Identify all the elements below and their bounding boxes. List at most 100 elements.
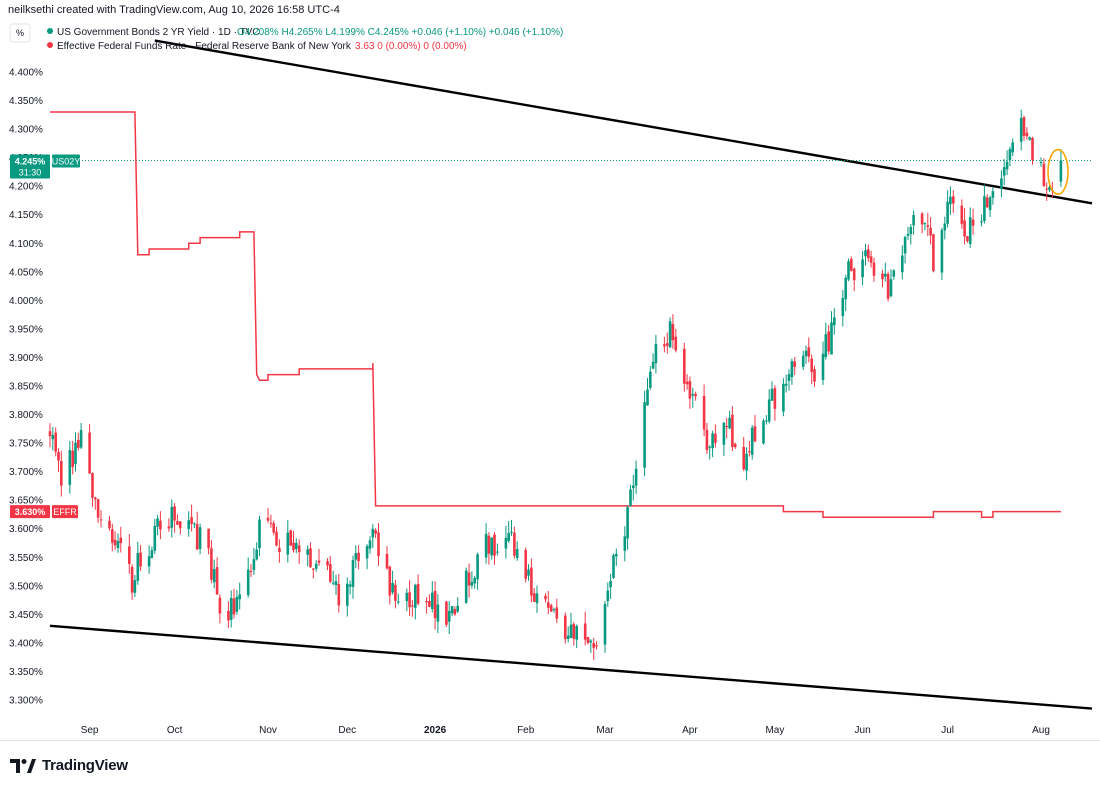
candle[interactable]: [507, 521, 510, 543]
candle[interactable]: [629, 484, 632, 507]
candle[interactable]: [255, 542, 258, 561]
candle[interactable]: [289, 529, 292, 546]
legend-effr-name[interactable]: Effective Federal Funds Rate · Federal R…: [57, 41, 352, 52]
candle[interactable]: [830, 311, 833, 355]
candle[interactable]: [156, 514, 159, 536]
candle[interactable]: [493, 532, 496, 565]
candle[interactable]: [864, 243, 867, 266]
candle[interactable]: [133, 575, 137, 597]
candle[interactable]: [337, 573, 341, 613]
candle[interactable]: [722, 422, 726, 457]
candle[interactable]: [850, 256, 853, 272]
candle[interactable]: [586, 636, 590, 645]
candle[interactable]: [821, 341, 825, 385]
candle[interactable]: [643, 390, 646, 476]
candle[interactable]: [889, 269, 893, 298]
candle[interactable]: [269, 514, 273, 528]
candle[interactable]: [212, 559, 216, 589]
candle[interactable]: [852, 267, 856, 292]
candle[interactable]: [113, 531, 117, 550]
candle[interactable]: [685, 374, 689, 390]
candle[interactable]: [368, 536, 372, 554]
candle[interactable]: [79, 422, 83, 450]
candle[interactable]: [943, 216, 947, 240]
candle[interactable]: [782, 378, 785, 417]
candle[interactable]: [909, 224, 913, 245]
candle[interactable]: [708, 445, 711, 460]
candle[interactable]: [623, 526, 627, 562]
candle[interactable]: [167, 518, 171, 532]
candles-layer[interactable]: [48, 109, 1063, 660]
candle[interactable]: [385, 546, 389, 570]
candle[interactable]: [48, 423, 52, 448]
candle[interactable]: [128, 534, 131, 574]
candle[interactable]: [476, 552, 479, 590]
legend[interactable]: % US Government Bonds 2 YR Yield · 1D · …: [9, 23, 563, 52]
candle[interactable]: [94, 496, 97, 510]
candle[interactable]: [683, 342, 686, 392]
candle[interactable]: [1039, 157, 1043, 167]
candle[interactable]: [547, 590, 550, 615]
candle[interactable]: [912, 210, 915, 235]
candle[interactable]: [592, 637, 595, 660]
candle[interactable]: [1002, 159, 1006, 186]
candle[interactable]: [583, 611, 587, 646]
candle[interactable]: [555, 598, 559, 624]
candle[interactable]: [966, 235, 969, 243]
candle[interactable]: [903, 235, 907, 264]
candle[interactable]: [952, 190, 955, 214]
candle[interactable]: [901, 245, 904, 280]
candle[interactable]: [646, 377, 649, 406]
candle[interactable]: [824, 322, 828, 360]
candle[interactable]: [833, 308, 836, 335]
candle[interactable]: [612, 553, 615, 579]
tradingview-brand[interactable]: TradingView: [10, 757, 128, 774]
candle[interactable]: [405, 588, 409, 612]
candle[interactable]: [275, 526, 278, 547]
candle[interactable]: [464, 567, 468, 604]
candle[interactable]: [312, 568, 315, 579]
candle[interactable]: [988, 195, 992, 218]
candle[interactable]: [532, 588, 536, 602]
candle[interactable]: [1019, 109, 1023, 151]
candle[interactable]: [484, 523, 488, 564]
candle[interactable]: [54, 427, 57, 457]
candle[interactable]: [929, 217, 932, 245]
candle[interactable]: [946, 190, 949, 228]
candle[interactable]: [229, 590, 233, 628]
candle[interactable]: [306, 545, 309, 567]
candle[interactable]: [615, 548, 618, 567]
candle[interactable]: [207, 528, 210, 555]
candle[interactable]: [408, 580, 411, 616]
candle[interactable]: [869, 250, 873, 268]
candle[interactable]: [985, 194, 989, 209]
candle[interactable]: [731, 406, 734, 451]
candle[interactable]: [552, 607, 556, 613]
candle[interactable]: [632, 474, 635, 501]
effr-line[interactable]: [50, 111, 1061, 519]
candle[interactable]: [210, 540, 213, 584]
candle[interactable]: [187, 511, 190, 537]
candle[interactable]: [314, 560, 318, 572]
candle[interactable]: [388, 565, 392, 605]
candle[interactable]: [414, 583, 417, 620]
candle[interactable]: [867, 244, 870, 262]
candle[interactable]: [278, 539, 281, 563]
candle[interactable]: [773, 385, 777, 421]
candle[interactable]: [626, 505, 629, 550]
candle[interactable]: [71, 441, 74, 475]
candle[interactable]: [566, 626, 570, 643]
candle[interactable]: [813, 365, 816, 387]
candle[interactable]: [108, 516, 111, 531]
candle[interactable]: [932, 233, 935, 273]
candle[interactable]: [456, 597, 459, 613]
candle[interactable]: [968, 207, 972, 248]
candle[interactable]: [334, 574, 338, 595]
candle[interactable]: [963, 208, 966, 245]
candle[interactable]: [159, 511, 162, 540]
candle[interactable]: [57, 448, 60, 473]
candle[interactable]: [711, 430, 714, 458]
candle[interactable]: [445, 600, 448, 627]
candle[interactable]: [923, 222, 927, 231]
candle[interactable]: [136, 541, 140, 585]
